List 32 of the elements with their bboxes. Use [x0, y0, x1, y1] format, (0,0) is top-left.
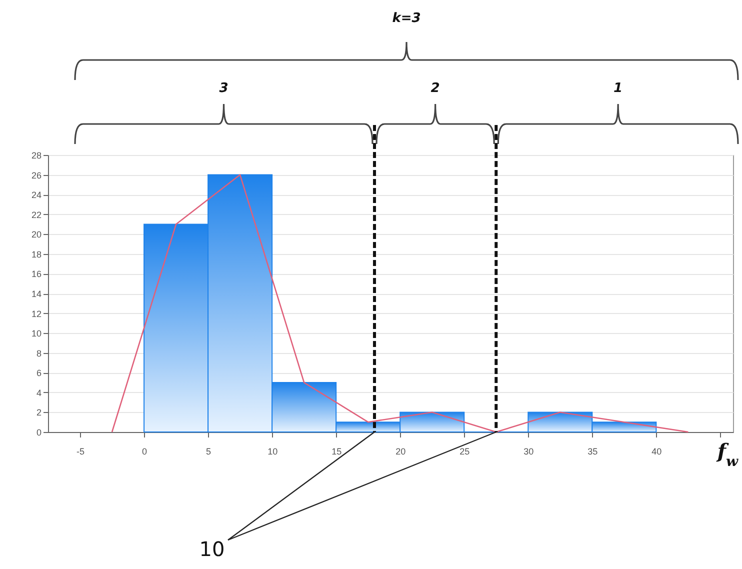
y-tick-label: 4: [36, 388, 42, 398]
x-tick-label: 10: [268, 446, 278, 456]
x-tick-label: 0: [142, 446, 148, 456]
y-tick-label: 6: [36, 368, 42, 378]
text: 2: [430, 81, 440, 96]
text: k=3: [392, 11, 421, 26]
x-axis-title: f$_{w}$: [715, 439, 739, 470]
x-tick-label: 25: [460, 446, 470, 456]
x-tick-label: 40: [652, 446, 662, 456]
y-tick-label: 2: [36, 408, 42, 418]
x-tick-label: 30: [524, 446, 534, 456]
y-tick-label: 14: [31, 289, 42, 299]
x-tick-label: 15: [332, 446, 342, 456]
x-tick-label: 5: [206, 446, 212, 456]
annotation: 10: [199, 537, 225, 561]
text: 1: [614, 81, 623, 96]
y-tick-label: 24: [31, 190, 42, 200]
x-tick-label: 35: [588, 446, 598, 456]
y-tick-label: 0: [36, 428, 42, 438]
y-tick-label: 20: [31, 230, 42, 240]
y-tick-label: 18: [31, 249, 42, 260]
text: 3: [219, 81, 228, 96]
y-tick-label: 26: [31, 170, 42, 180]
line-series: [111, 174, 689, 433]
y-tick-label: 28: [31, 150, 42, 160]
y-tick-label: 8: [36, 348, 42, 358]
x-tick-label: -5: [76, 446, 85, 456]
y-tick-label: 22: [31, 210, 42, 220]
x-tick-label: 20: [396, 446, 406, 456]
y-tick-label: 10: [31, 328, 42, 339]
y-tick-label: 12: [31, 308, 42, 319]
y-tick-label: 16: [31, 269, 42, 280]
